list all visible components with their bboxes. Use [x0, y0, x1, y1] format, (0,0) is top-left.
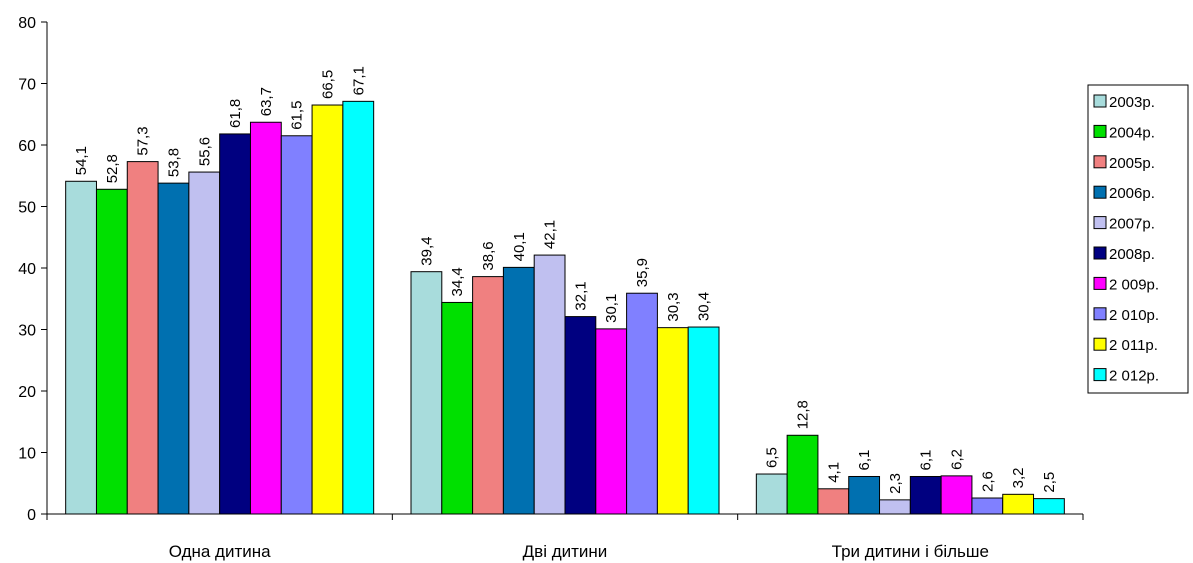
bar: [909, 475, 942, 515]
data-label: 63,7: [258, 87, 275, 116]
legend-entry: 2004р.: [1109, 124, 1155, 141]
data-label: 61,5: [289, 101, 306, 130]
x-category-label: Три дитини і більше: [832, 542, 989, 561]
bar: [502, 266, 535, 515]
bar: [626, 292, 658, 515]
data-label: 67,1: [350, 66, 367, 95]
y-tick-label: 10: [18, 446, 36, 463]
bar: [786, 434, 819, 515]
legend-swatch: [1093, 216, 1107, 230]
bar: [280, 135, 313, 515]
legend-swatch: [1093, 124, 1107, 138]
data-label: 3,2: [1010, 467, 1027, 488]
bars-layer: [65, 100, 1065, 515]
y-tick-label: 20: [18, 384, 36, 401]
data-label: 2,3: [887, 473, 904, 494]
bar: [656, 327, 689, 515]
data-label: 40,1: [511, 232, 528, 261]
data-label: 54,1: [73, 146, 90, 175]
data-label: 4,1: [825, 462, 842, 483]
data-label: 6,1: [856, 450, 873, 471]
data-label: 39,4: [418, 236, 435, 265]
y-tick-label: 40: [18, 261, 36, 278]
bar: [219, 133, 251, 515]
legend-entry: 2 010р.: [1109, 307, 1159, 324]
bar: [342, 100, 375, 515]
bar: [817, 488, 850, 515]
data-label: 2,5: [1041, 472, 1058, 493]
bar: [95, 188, 128, 515]
data-label: 57,3: [135, 126, 152, 155]
legend-entry: 2 011р.: [1109, 337, 1158, 354]
legend-swatch: [1093, 276, 1107, 290]
bar: [441, 301, 474, 515]
y-tick-label: 70: [18, 77, 36, 94]
legend-entry: 2005р.: [1109, 155, 1155, 172]
bar: [879, 499, 911, 515]
bar: [848, 475, 881, 515]
data-label: 35,9: [634, 258, 651, 287]
bar: [249, 121, 282, 515]
data-label: 6,1: [918, 450, 935, 471]
y-tick-label: 50: [18, 200, 36, 217]
bar: [410, 271, 443, 515]
data-label: 32,1: [572, 281, 589, 310]
legend-entry: 2003р.: [1109, 94, 1155, 111]
y-tick-label: 60: [18, 138, 36, 155]
bar: [311, 104, 344, 515]
bar: [687, 326, 720, 515]
legend-entry: 2 012р.: [1109, 368, 1159, 385]
legend-entry: 2 009р.: [1109, 276, 1159, 293]
y-tick-label: 0: [27, 507, 36, 524]
bar: [1033, 498, 1065, 515]
legend-entry: 2008р.: [1109, 246, 1155, 263]
bar: [1002, 493, 1035, 515]
bar: [564, 316, 597, 515]
data-label: 42,1: [542, 220, 559, 249]
data-label: 66,5: [319, 70, 336, 99]
data-labels-layer: 54,1 52,8 57,3 53,8 55,6 61,8 63,7 61,5 66,5 67,1…: [73, 66, 1058, 494]
legend-swatch: [1093, 307, 1107, 321]
data-label: 53,8: [165, 148, 182, 177]
data-label: 52,8: [104, 154, 121, 183]
data-label: 6,5: [764, 447, 781, 468]
data-label: 34,4: [449, 267, 466, 296]
legend-swatch: [1093, 368, 1107, 382]
data-label: 12,8: [795, 400, 812, 429]
legend-swatch: [1093, 155, 1107, 169]
y-tick-label: 30: [18, 323, 36, 340]
bar: [940, 475, 973, 515]
data-label: 38,6: [480, 241, 497, 270]
legend-entry: 2007р.: [1109, 216, 1155, 233]
bar: [472, 276, 504, 515]
bar: [65, 180, 97, 515]
bar: [971, 497, 1004, 515]
data-label: 30,4: [696, 292, 713, 321]
bar: [595, 328, 628, 515]
bar: [157, 182, 190, 515]
bar: [755, 473, 788, 515]
x-category-label: Дві дитини: [523, 542, 608, 561]
data-label: 55,6: [196, 137, 213, 166]
data-label: 6,2: [949, 449, 966, 470]
legend-entry: 2006р.: [1109, 185, 1155, 202]
data-label: 2,6: [979, 471, 996, 492]
y-tick-label: 80: [18, 15, 36, 32]
legend-swatch: [1093, 337, 1107, 351]
data-label: 30,1: [603, 294, 620, 323]
legend-swatch: [1093, 185, 1107, 199]
legend-swatch: [1093, 246, 1107, 260]
axes-layer: 0 10 20 30 40 50 60 70 80 Одна дитина Дві дитини Тр…: [18, 15, 1084, 561]
bar: [126, 161, 159, 515]
legend: 2003р. 2004р. 2005р. 2006р. 2007р. 2008р. 2 00…: [1087, 84, 1189, 394]
legend-swatch: [1093, 94, 1107, 108]
data-label: 61,8: [227, 99, 244, 128]
data-label: 30,3: [665, 292, 682, 321]
x-category-label: Одна дитина: [169, 542, 271, 561]
bar: [533, 254, 566, 515]
bar: [188, 171, 221, 515]
